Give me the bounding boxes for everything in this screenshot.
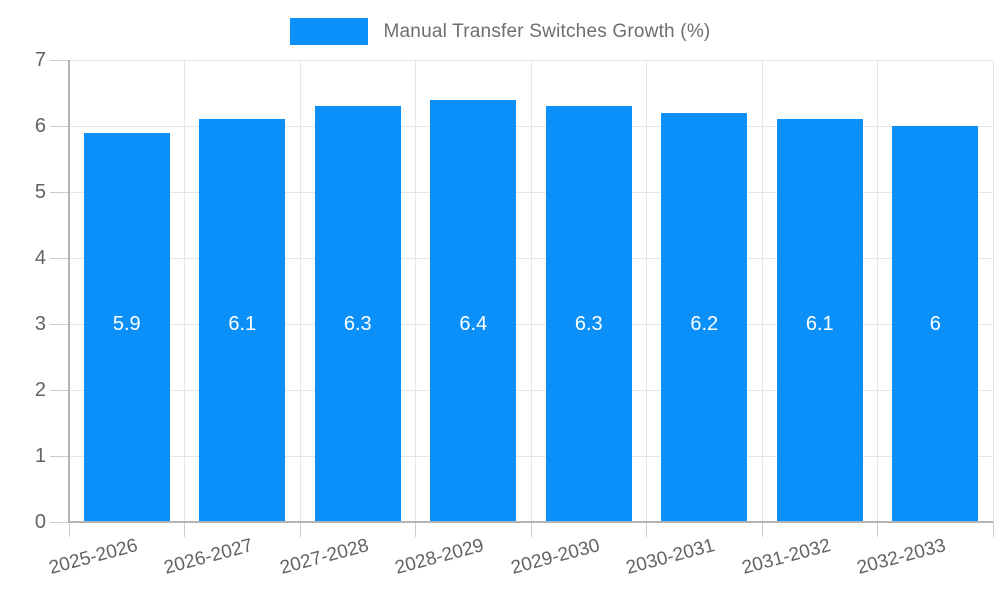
bar-value-label: 6.3 xyxy=(574,313,603,335)
x-tick xyxy=(184,522,185,537)
x-gridline xyxy=(761,60,763,522)
y-tick xyxy=(50,521,69,523)
x-axis-label: 2032-2033 xyxy=(855,535,949,579)
x-axis-label: 2026-2027 xyxy=(162,535,256,579)
x-gridline xyxy=(299,60,301,522)
bar[interactable] xyxy=(545,106,632,521)
x-gridline xyxy=(992,60,994,522)
y-tick xyxy=(50,455,69,457)
x-tick xyxy=(992,522,994,537)
x-tick xyxy=(530,522,532,537)
x-tick xyxy=(415,522,416,537)
bar[interactable] xyxy=(892,126,979,521)
x-axis-label: 2028-2029 xyxy=(393,535,487,579)
x-axis-label: 2031-2032 xyxy=(739,535,833,579)
y-tick xyxy=(50,389,69,391)
bar[interactable] xyxy=(661,112,748,521)
y-axis-label: 4 xyxy=(34,247,46,269)
bar[interactable] xyxy=(199,119,286,521)
x-axis-label: 2029-2030 xyxy=(508,535,602,579)
bar-value-label: 6.3 xyxy=(343,313,372,335)
bar[interactable] xyxy=(776,119,863,521)
y-axis-line xyxy=(68,60,70,522)
y-axis-label: 6 xyxy=(34,115,46,137)
chart-legend: Manual Transfer Switches Growth (%) xyxy=(0,18,1000,45)
x-gridline xyxy=(646,60,647,522)
bar[interactable] xyxy=(314,106,401,521)
bar-value-label: 6.4 xyxy=(459,313,488,335)
y-axis-label: 5 xyxy=(34,181,46,203)
bar-value-label: 6.1 xyxy=(805,313,834,335)
y-tick xyxy=(50,257,69,259)
y-axis-label: 1 xyxy=(34,445,46,467)
legend-label: Manual Transfer Switches Growth (%) xyxy=(383,20,711,42)
bar-value-label: 6 xyxy=(929,313,941,335)
x-tick xyxy=(877,522,878,537)
x-gridline xyxy=(877,60,878,522)
bar-value-label: 6.1 xyxy=(228,313,257,335)
y-axis-label: 7 xyxy=(34,49,46,71)
x-axis-label: 2025-2026 xyxy=(46,535,140,579)
x-axis-label: 2027-2028 xyxy=(277,535,371,579)
y-axis-label: 3 xyxy=(34,313,46,335)
legend-swatch xyxy=(289,18,368,45)
x-gridline xyxy=(184,60,185,522)
x-gridline xyxy=(415,60,416,522)
y-tick xyxy=(50,323,69,325)
x-axis-label: 2030-2031 xyxy=(624,535,718,579)
bar-value-label: 5.9 xyxy=(112,313,141,335)
y-tick xyxy=(50,59,69,61)
bar-value-label: 6.2 xyxy=(690,313,719,335)
x-tick xyxy=(299,522,301,537)
y-axis-label: 2 xyxy=(34,379,46,401)
x-gridline xyxy=(530,60,532,522)
y-tick xyxy=(50,125,69,127)
x-axis-line xyxy=(68,521,993,523)
x-tick xyxy=(646,522,647,537)
bar[interactable] xyxy=(83,132,170,521)
x-tick xyxy=(761,522,763,537)
y-axis-label: 0 xyxy=(34,511,46,533)
bar[interactable] xyxy=(430,99,517,521)
x-tick xyxy=(68,522,70,537)
y-tick xyxy=(50,191,69,193)
